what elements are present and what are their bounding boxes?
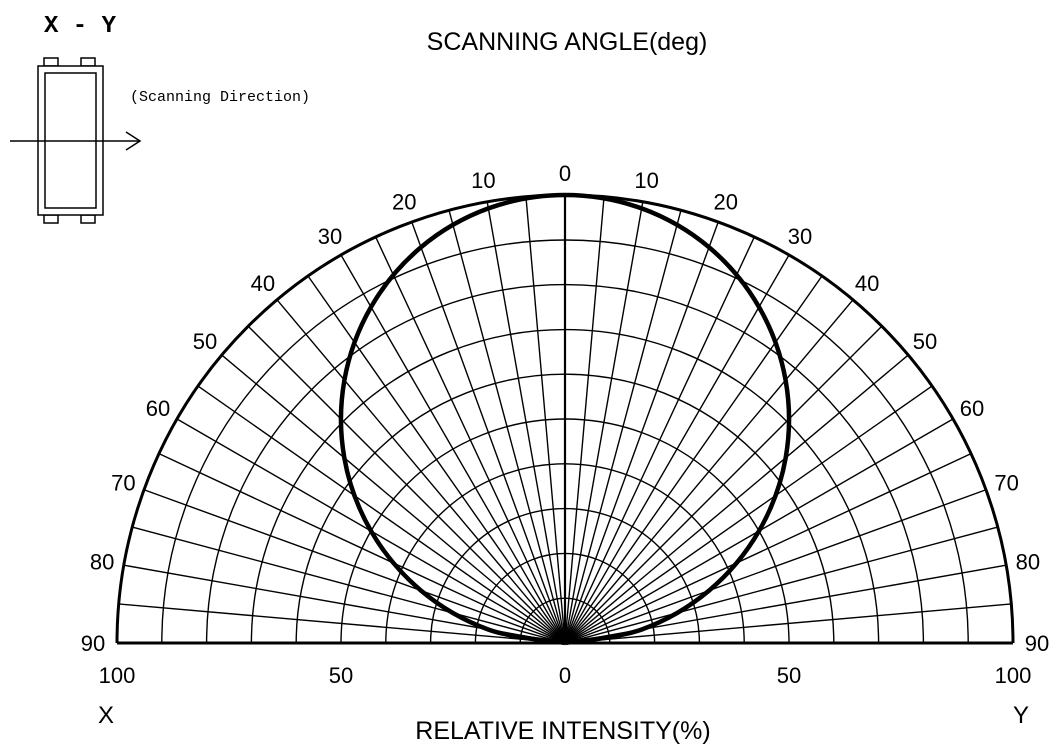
angle-spoke-left-75	[132, 526, 566, 644]
angle-tick-right-70: 70	[994, 470, 1018, 495]
angle-spoke-right-85	[564, 603, 1012, 644]
inset-label: X - Y	[44, 13, 117, 40]
angle-spoke-left-20	[411, 221, 566, 644]
angle-spoke-left-25	[375, 236, 566, 644]
angle-spoke-right-25	[564, 236, 755, 644]
x-axis-label: RELATIVE INTENSITY(%)	[415, 717, 710, 745]
angle-spoke-right-20	[564, 221, 719, 644]
radial-tick-3: 50	[777, 663, 801, 688]
angle-spoke-right-45	[564, 325, 883, 644]
scanning-direction-inset: X - Y (Scanning Direction)	[10, 13, 310, 224]
angle-tick-left-70: 70	[111, 470, 135, 495]
inset-tab-bottom-left	[43, 214, 59, 224]
angle-spoke-left-35	[307, 275, 566, 644]
left-side-label: X	[98, 702, 114, 729]
radial-tick-1: 50	[329, 663, 353, 688]
angle-spoke-right-40	[564, 299, 854, 644]
angle-spoke-left-45	[247, 325, 566, 644]
series-layer	[338, 192, 792, 646]
inset-caption: (Scanning Direction)	[130, 89, 310, 106]
radial-tick-0: 100	[99, 663, 136, 688]
angle-spoke-right-75	[564, 526, 998, 644]
angle-tick-right-20: 20	[714, 189, 738, 214]
angle-tick-right-90: 90	[1025, 631, 1049, 656]
angle-tick-left-30: 30	[318, 224, 342, 249]
series-0-curve	[338, 192, 792, 646]
radial-tick-4: 100	[995, 663, 1032, 688]
angle-spoke-left-40	[276, 299, 566, 644]
angle-spoke-right-70	[564, 489, 987, 644]
inset-tab-bottom-right	[80, 214, 96, 224]
angle-tick-left-20: 20	[392, 189, 416, 214]
angle-spoke-right-50	[564, 354, 909, 644]
angle-tick-right-50: 50	[913, 329, 937, 354]
angle-tick-left-10: 10	[471, 168, 495, 193]
label-layer: 0 10 10 20 20 30 30 40 40 50 50 60 60 70 70 80 80 90 90 100…	[81, 161, 1049, 688]
angle-tick-left-80: 80	[90, 549, 114, 574]
angle-tick-right-10: 10	[634, 168, 658, 193]
angle-spoke-right-10	[564, 201, 644, 644]
angle-spoke-left-85	[118, 603, 566, 644]
angle-spoke-left-30	[340, 254, 566, 644]
angle-tick-right-80: 80	[1016, 549, 1040, 574]
angle-spoke-right-35	[564, 275, 823, 644]
angle-spoke-left-15	[448, 210, 566, 644]
angle-tick-right-60: 60	[960, 396, 984, 421]
angle-tick-right-30: 30	[788, 224, 812, 249]
angle-spoke-right-5	[564, 196, 605, 644]
right-side-label: Y	[1013, 702, 1029, 729]
chart-title: SCANNING ANGLE(deg)	[427, 28, 708, 56]
polar-grid	[115, 193, 1015, 645]
radial-tick-2: 0	[559, 663, 571, 688]
angle-spoke-left-70	[143, 489, 566, 644]
angle-spoke-left-50	[221, 354, 566, 644]
angle-spoke-left-65	[158, 453, 566, 644]
angle-tick-left-40: 40	[251, 271, 275, 296]
angle-tick-center-0: 0	[559, 161, 571, 186]
angle-tick-left-60: 60	[146, 396, 170, 421]
angle-spoke-left-55	[197, 385, 566, 644]
angle-spoke-right-30	[564, 254, 790, 644]
angle-spoke-right-15	[564, 210, 682, 644]
angle-tick-left-90: 90	[81, 631, 105, 656]
inset-tab-top-right	[80, 57, 96, 67]
angle-tick-left-50: 50	[193, 329, 217, 354]
angle-tick-right-40: 40	[855, 271, 879, 296]
inset-tab-top-left	[43, 57, 59, 67]
inset-direction-arrowhead	[125, 131, 142, 151]
angle-spoke-left-10	[486, 201, 566, 644]
angle-spoke-left-5	[525, 196, 566, 644]
angle-spoke-right-55	[564, 385, 933, 644]
angle-spoke-right-65	[564, 453, 972, 644]
